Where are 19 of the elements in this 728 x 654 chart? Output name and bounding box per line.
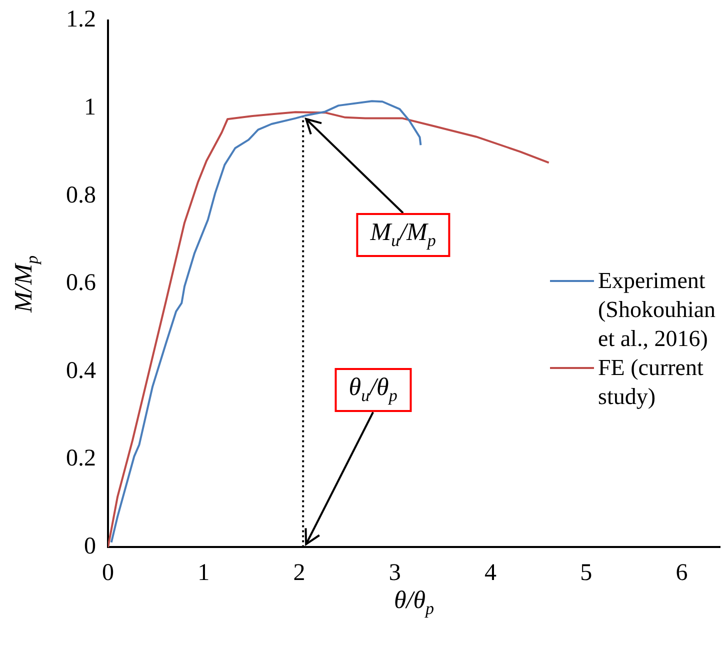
x-tick-label: 6 <box>676 560 688 586</box>
x-axis-title: θ/θ$_{p}$ <box>394 587 434 620</box>
y-tick-label: 1.2 <box>66 6 96 33</box>
x-tick-label: 4 <box>484 560 496 586</box>
y-tick-label: 0.8 <box>66 182 96 208</box>
x-tick-label: 0 <box>102 560 114 586</box>
y-tick-label: 0.6 <box>66 270 96 296</box>
y-tick-label: 0.2 <box>66 446 96 472</box>
x-tick-label: 2 <box>293 560 306 586</box>
y-tick-label: 0 <box>84 533 96 560</box>
x-tick-label: 1 <box>198 560 210 586</box>
y-tick-label: 1 <box>84 94 96 120</box>
legend-label: FE (current study) <box>598 354 704 412</box>
annotation: M$_{u}$/M$_{p}$ <box>356 212 450 257</box>
x-tick-label: 3 <box>388 560 401 586</box>
x-tick-label: 5 <box>580 560 592 586</box>
annotation: θ$_{u}$/θ$_{p}$ <box>334 368 412 412</box>
legend-label: Experiment (Shokouhian et al., 2016) <box>598 267 717 354</box>
y-tick-label: 0.4 <box>66 358 96 384</box>
